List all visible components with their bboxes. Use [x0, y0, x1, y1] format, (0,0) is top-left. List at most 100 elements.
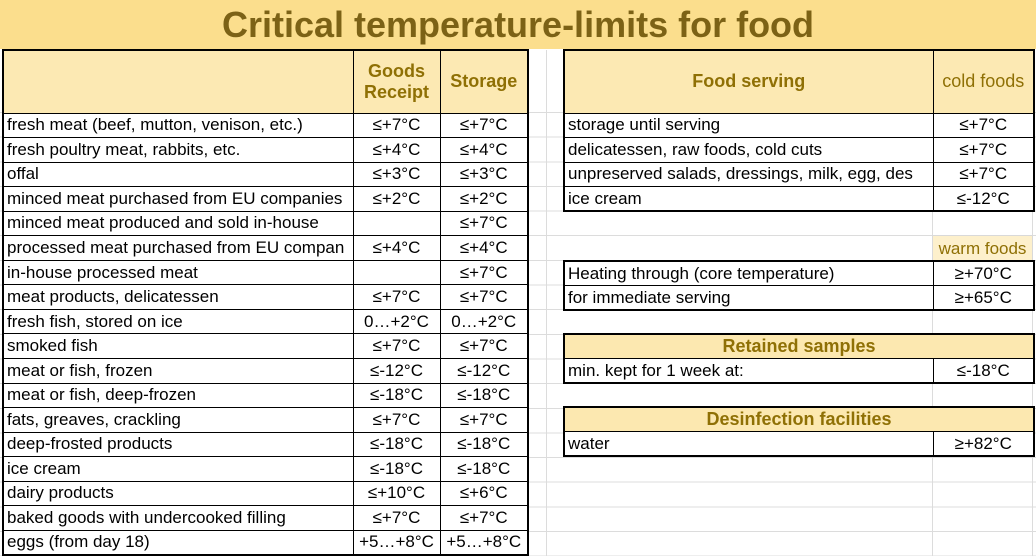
goods-receipt-cell: ≤+3°C	[352, 161, 441, 188]
table-row: minced meat purchased from EU companies ≤…	[2, 186, 529, 212]
table-row: eggs (from day 18) +5…+8°C +5…+8°C	[2, 529, 529, 556]
table-row: deep-frosted products ≤-18°C ≤-18°C	[2, 431, 529, 458]
storage-cell: ≤-12°C	[439, 357, 529, 384]
storage-cell: ≤+7°C	[439, 210, 529, 237]
temperature-cell: ≤-12°C	[932, 186, 1035, 212]
goods-receipt-cell: ≤-12°C	[352, 357, 441, 384]
product-cell: offal	[2, 161, 354, 188]
storage-cell: ≤+7°C	[439, 284, 529, 310]
table-row: ice cream ≤-12°C	[563, 186, 1035, 212]
table-header-row: Goods Receipt Storage	[2, 49, 529, 114]
warm-foods-label: warm foods	[932, 235, 1033, 260]
temperature-cell: ≥+70°C	[932, 260, 1035, 287]
table-row: processed meat purchased from EU compan ≤…	[2, 235, 529, 261]
serving-label-cell: delicatessen, raw foods, cold cuts	[563, 137, 934, 163]
table-row: Heating through (core temperature) ≥+70°C	[563, 260, 1035, 287]
product-cell: dairy products	[2, 480, 354, 507]
section-title-desinfection-facilities: Desinfection facilities	[563, 406, 1035, 433]
product-cell: fresh meat (beef, mutton, venison, etc.)	[2, 112, 354, 139]
goods-receipt-cell: ≤+7°C	[352, 284, 441, 310]
serving-label-cell: Heating through (core temperature)	[563, 260, 934, 287]
product-cell: meat products, delicatessen	[2, 284, 354, 310]
storage-cell: 0…+2°C	[439, 308, 529, 335]
table-row: ice cream ≤-18°C ≤-18°C	[2, 456, 529, 482]
section-header-row: Retained samples	[563, 333, 1035, 360]
desinfection-facilities-table: Desinfection facilities water ≥+82°C	[563, 406, 1035, 458]
product-cell: fats, greaves, crackling	[2, 407, 354, 433]
product-cell: in-house processed meat	[2, 259, 354, 286]
table-row: offal ≤+3°C ≤+3°C	[2, 161, 529, 188]
table-row: for immediate serving ≥+65°C	[563, 285, 1035, 311]
table-row: min. kept for 1 week at: ≤-18°C	[563, 358, 1035, 384]
storage-cell: ≤+7°C	[439, 505, 529, 531]
table-row: meat products, delicatessen ≤+7°C ≤+7°C	[2, 284, 529, 310]
section-title-retained-samples: Retained samples	[563, 333, 1035, 360]
product-cell: fresh fish, stored on ice	[2, 308, 354, 335]
column-header-food-serving: Food serving	[563, 49, 934, 114]
serving-label-cell: for immediate serving	[563, 285, 934, 311]
table-row: fresh fish, stored on ice 0…+2°C 0…+2°C	[2, 308, 529, 335]
retained-samples-table: Retained samples min. kept for 1 week at…	[563, 333, 1035, 385]
table-header-row: Food serving cold foods	[563, 49, 1035, 114]
column-header-product	[2, 49, 354, 114]
table-row: storage until serving ≤+7°C	[563, 112, 1035, 139]
temperature-cell: ≤+7°C	[932, 161, 1035, 188]
storage-cell: ≤+7°C	[439, 407, 529, 433]
product-cell: deep-frosted products	[2, 431, 354, 458]
table-row: unpreserved salads, dressings, milk, egg…	[563, 161, 1035, 188]
product-cell: meat or fish, frozen	[2, 357, 354, 384]
product-cell: smoked fish	[2, 333, 354, 359]
table-row: dairy products ≤+10°C ≤+6°C	[2, 480, 529, 507]
product-cell: processed meat purchased from EU compan	[2, 235, 354, 261]
goods-receipt-cell: ≤-18°C	[352, 431, 441, 458]
desinfection-label-cell: water	[563, 431, 934, 457]
product-cell: baked goods with undercooked filling	[2, 505, 354, 531]
table-row: fats, greaves, crackling ≤+7°C ≤+7°C	[2, 407, 529, 433]
goods-receipt-cell: ≤+4°C	[352, 137, 441, 163]
temperature-cell: ≤-18°C	[932, 358, 1035, 384]
product-cell: minced meat produced and sold in-house	[2, 210, 354, 237]
serving-label-cell: storage until serving	[563, 112, 934, 139]
goods-receipt-cell	[352, 210, 441, 237]
column-header-goods-receipt: Goods Receipt	[352, 49, 441, 114]
table-row: smoked fish ≤+7°C ≤+7°C	[2, 333, 529, 359]
storage-limits-table: Goods Receipt Storage fresh meat (beef, …	[2, 49, 529, 556]
storage-cell: ≤+7°C	[439, 333, 529, 359]
goods-receipt-cell: ≤-18°C	[352, 382, 441, 409]
goods-receipt-cell: ≤+4°C	[352, 235, 441, 261]
table-row: delicatessen, raw foods, cold cuts ≤+7°C	[563, 137, 1035, 163]
gridline-vertical	[546, 50, 547, 556]
storage-cell: ≤+4°C	[439, 137, 529, 163]
temperature-cell: ≤+7°C	[932, 112, 1035, 139]
temperature-cell: ≥+65°C	[932, 285, 1035, 311]
section-header-row: Desinfection facilities	[563, 406, 1035, 433]
table-row: meat or fish, frozen ≤-12°C ≤-12°C	[2, 357, 529, 384]
column-header-storage: Storage	[439, 49, 529, 114]
storage-cell: ≤+6°C	[439, 480, 529, 507]
temperature-cell: ≥+82°C	[932, 431, 1035, 457]
goods-receipt-cell: +5…+8°C	[352, 529, 441, 556]
temperature-cell: ≤+7°C	[932, 137, 1035, 163]
goods-receipt-cell	[352, 259, 441, 286]
product-cell: fresh poultry meat, rabbits, etc.	[2, 137, 354, 163]
table-row: fresh poultry meat, rabbits, etc. ≤+4°C ≤+…	[2, 137, 529, 163]
serving-label-cell: unpreserved salads, dressings, milk, egg…	[563, 161, 934, 188]
storage-cell: ≤-18°C	[439, 431, 529, 458]
product-cell: ice cream	[2, 456, 354, 482]
storage-cell: ≤-18°C	[439, 382, 529, 409]
food-serving-table: Food serving cold foods storage until se…	[563, 49, 1035, 213]
retained-label-cell: min. kept for 1 week at:	[563, 358, 934, 384]
storage-cell: ≤+2°C	[439, 186, 529, 212]
goods-receipt-cell: ≤+7°C	[352, 407, 441, 433]
column-header-cold-foods: cold foods	[932, 49, 1035, 114]
goods-receipt-cell: ≤+7°C	[352, 333, 441, 359]
table-row: baked goods with undercooked filling ≤+7°…	[2, 505, 529, 531]
product-cell: eggs (from day 18)	[2, 529, 354, 556]
table-row: fresh meat (beef, mutton, venison, etc.)…	[2, 112, 529, 139]
storage-cell: ≤+7°C	[439, 112, 529, 139]
storage-cell: ≤+3°C	[439, 161, 529, 188]
page-title: Critical temperature-limits for food	[0, 0, 1036, 49]
product-cell: minced meat purchased from EU companies	[2, 186, 354, 212]
goods-receipt-cell: ≤-18°C	[352, 456, 441, 482]
